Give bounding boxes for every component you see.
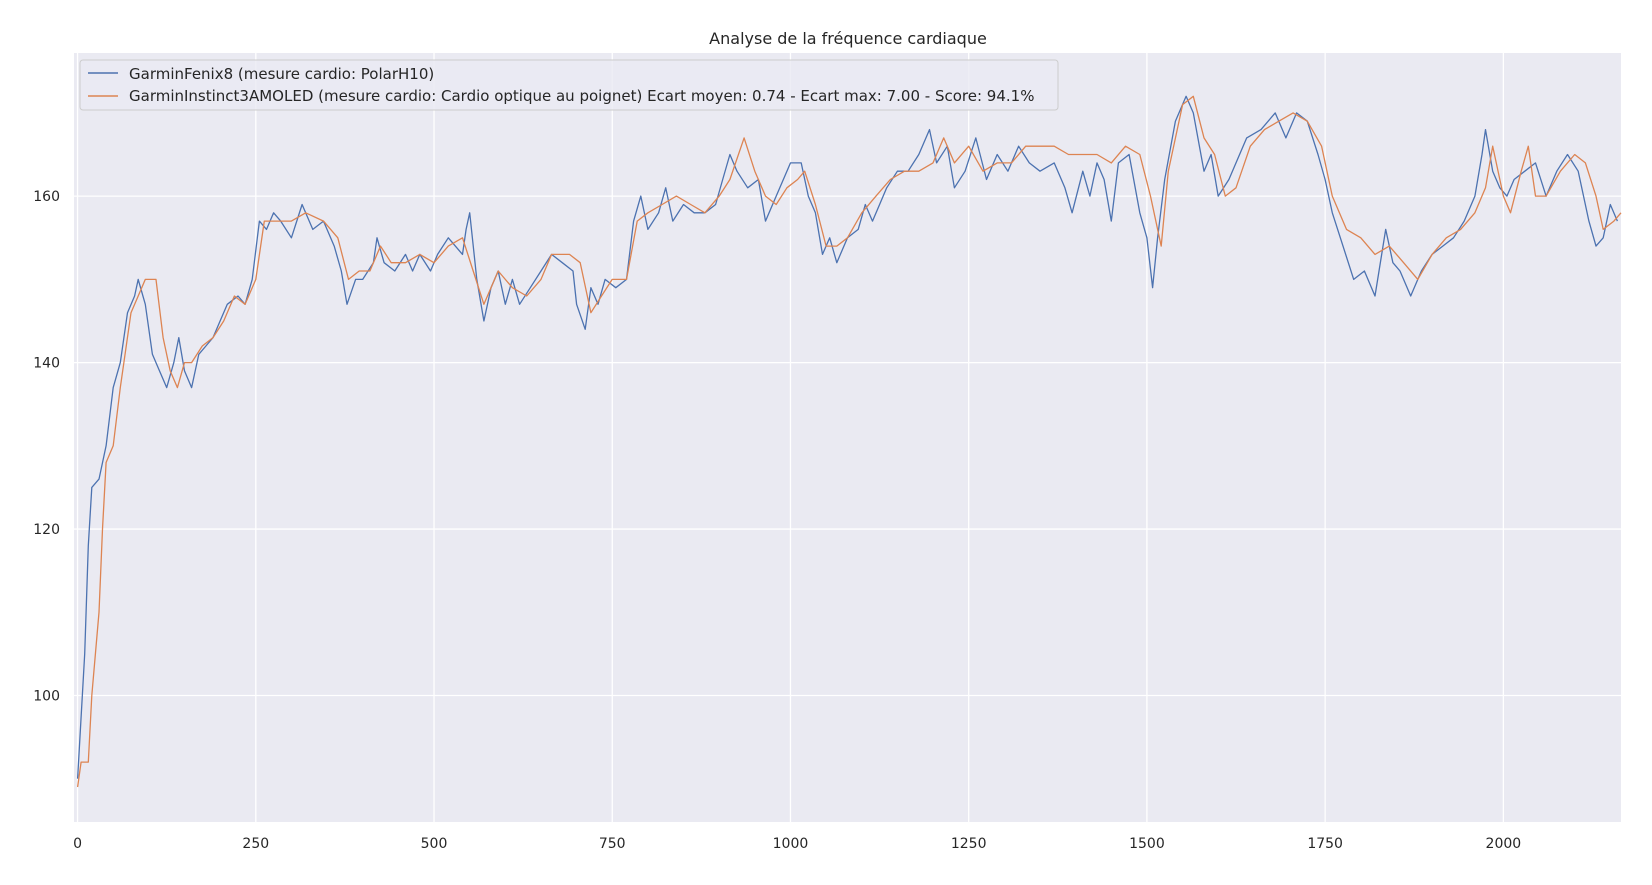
x-tick-label: 2000 (1486, 836, 1522, 852)
legend: GarminFenix8 (mesure cardio: PolarH10) G… (79, 59, 1059, 111)
legend-label-fenix8: GarminFenix8 (mesure cardio: PolarH10) (129, 65, 434, 83)
x-tick-label: 1000 (773, 836, 809, 852)
series-line-instinct3 (76, 95, 1622, 788)
y-tick-label: 120 (33, 522, 60, 538)
x-tick-label: 500 (421, 836, 448, 852)
x-tick-label: 0 (73, 836, 82, 852)
x-axis-ticks: 0 250 500 750 1000 1250 1500 1750 2000 (73, 836, 1521, 852)
x-tick-label: 1750 (1307, 836, 1343, 852)
legend-label-instinct3: GarminInstinct3AMOLED (mesure cardio: Ca… (129, 87, 1034, 105)
y-axis-ticks: 100 120 140 160 (33, 189, 60, 704)
y-tick-label: 140 (33, 356, 60, 372)
x-tick-label: 1500 (1129, 836, 1165, 852)
chart-title: Analyse de la fréquence cardiaque (709, 29, 987, 48)
x-tick-label: 250 (242, 836, 269, 852)
x-tick-label: 750 (599, 836, 626, 852)
gridlines (74, 53, 1621, 822)
y-tick-label: 100 (33, 688, 60, 704)
y-tick-label: 160 (33, 189, 60, 205)
series-lines (76, 95, 1622, 788)
x-tick-label: 1250 (951, 836, 987, 852)
plot-area (74, 53, 1621, 822)
